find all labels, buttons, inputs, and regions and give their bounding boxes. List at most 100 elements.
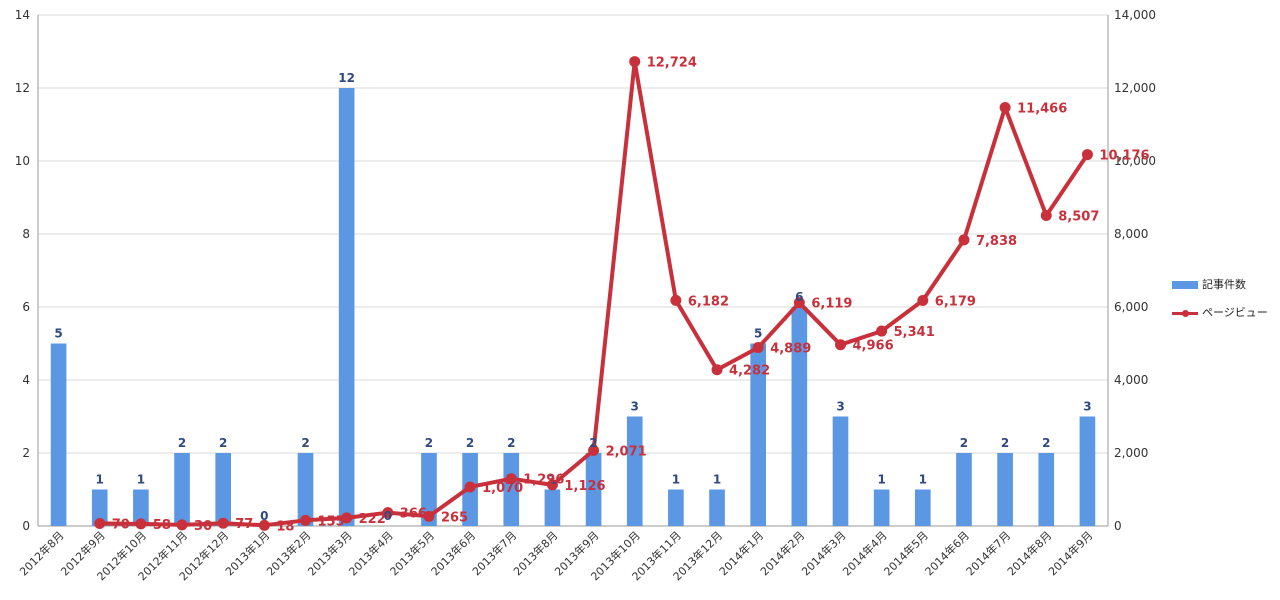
y-left-tick-label: 0 [22,519,30,533]
legend-label: ページビュー [1202,306,1268,319]
bar-value-label: 1 [96,473,104,487]
legend-item-line: ページビュー [1172,304,1278,324]
line-point [958,234,970,246]
line-point [94,517,106,529]
bar-value-label: 3 [631,400,639,414]
bar [956,453,972,526]
line-point [1081,149,1093,161]
x-tick-label: 2014年9月 [1045,528,1095,578]
bar-value-label: 2 [1042,436,1050,450]
bar [133,489,149,526]
line-series [94,56,1093,531]
bar [1079,416,1096,526]
bar-value-label: 3 [1083,400,1091,414]
line-point [876,325,888,337]
legend-bar-swatch [1172,281,1198,289]
line-point [670,294,682,306]
bar-value-label: 1 [713,473,721,487]
y-right-tick-label: 12,000 [1114,81,1156,95]
line-point [917,294,929,306]
y-right-tick-label: 6,000 [1114,300,1148,314]
legend-label: 記事件数 [1202,278,1246,291]
y-right-tick-label: 2,000 [1114,446,1148,460]
line-point [1040,209,1052,221]
bar [1038,453,1055,526]
line-value-label: 1,126 [564,479,605,494]
line-value-label: 4,966 [853,339,894,354]
line-point [464,481,476,493]
bar-value-label: 1 [137,473,145,487]
line-value-label: 11,466 [1017,101,1067,116]
line-point [423,510,435,522]
line-point [752,342,764,354]
line-point [217,517,229,529]
line-value-label: 2,071 [606,444,647,459]
line-value-label: 265 [441,510,468,525]
y-left-tick-label: 10 [15,154,30,168]
line-value-label: 222 [359,512,386,527]
line-point [382,507,394,519]
bar-value-label: 2 [425,436,433,450]
line-value-label: 30 [194,519,212,534]
bar [503,453,520,526]
line-value-label: 77 [235,517,253,532]
bar [544,489,561,526]
line-value-label: 6,182 [688,294,729,309]
bar-value-label: 1 [919,473,927,487]
y-left-tick-label: 12 [15,81,30,95]
bar-value-label: 2 [960,436,968,450]
bar-value-label: 12 [338,71,355,85]
y-right-tick-label: 10,000 [1114,154,1156,168]
bar [914,489,931,526]
bar-value-label: 5 [754,327,762,341]
line-value-label: 10,176 [1099,149,1149,164]
bar-series [50,88,1096,526]
bar [873,489,890,526]
line-value-label: 4,282 [729,364,770,379]
line-value-label: 1,296 [523,473,564,488]
bar-value-label: 1 [548,473,556,487]
bar [626,416,643,526]
legend: 記事件数 ページビュー [1172,276,1278,332]
line-point [341,512,353,524]
bar-value-label: 0 [260,509,268,523]
bar-value-label: 2 [219,436,227,450]
y-right-tick-label: 8,000 [1114,227,1148,241]
bar-value-label: 5 [54,327,62,341]
line-value-label: 7,838 [976,234,1017,249]
bar [709,489,725,526]
line-value-label: 366 [400,507,427,522]
bar-value-label: 2 [466,436,474,450]
line-value-label: 4,889 [770,342,811,357]
y-right-tick-label: 4,000 [1114,373,1148,387]
y-left-tick-label: 6 [22,300,30,314]
line-point [999,101,1011,113]
y-right-tick-label: 14,000 [1114,8,1156,22]
bar [215,453,232,526]
y-left-tick-label: 14 [15,8,30,22]
bar [791,307,808,526]
line-value-label: 58 [153,518,171,533]
bar [91,489,108,526]
line-value-label: 8,507 [1058,209,1099,224]
line-point [793,297,805,309]
y-left-tick-label: 8 [22,227,30,241]
line-point [711,364,723,376]
bar-value-label: 0 [384,509,392,523]
bar [50,343,67,526]
legend-item-bar: 記事件数 [1172,276,1278,296]
bar [750,343,767,526]
line-point [505,473,517,485]
bar [297,453,314,526]
bar-value-label: 6 [795,290,803,304]
line-point [629,56,641,68]
line-point [546,479,558,491]
bar [421,453,437,526]
bar-value-label: 2 [589,436,597,450]
bar-value-label: 1 [877,473,885,487]
bar-value-label: 2 [1001,436,1009,450]
line-value-label: 5,341 [894,325,935,340]
line-value-label: 6,119 [811,297,852,312]
